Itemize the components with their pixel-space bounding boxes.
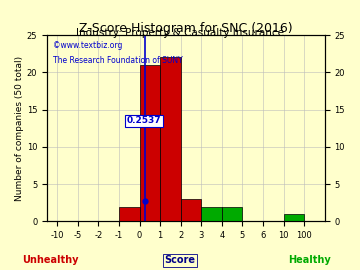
Y-axis label: Number of companies (50 total): Number of companies (50 total) (15, 56, 24, 201)
Text: The Research Foundation of SUNY: The Research Foundation of SUNY (53, 56, 182, 65)
Text: ©www.textbiz.org: ©www.textbiz.org (53, 41, 122, 50)
Bar (222, 207, 243, 221)
Bar (181, 199, 201, 221)
Bar (119, 207, 140, 221)
Title: Z-Score Histogram for SNC (2016): Z-Score Histogram for SNC (2016) (79, 22, 293, 35)
Bar (284, 214, 304, 221)
Text: 0.2537: 0.2537 (126, 116, 161, 125)
Bar (140, 65, 160, 221)
Text: Unhealthy: Unhealthy (22, 255, 78, 265)
Text: Score: Score (165, 255, 195, 265)
Bar (160, 58, 181, 221)
Bar (201, 207, 222, 221)
Text: Industry: Property & Casualty Insurance: Industry: Property & Casualty Insurance (76, 28, 284, 38)
Text: Healthy: Healthy (288, 255, 331, 265)
